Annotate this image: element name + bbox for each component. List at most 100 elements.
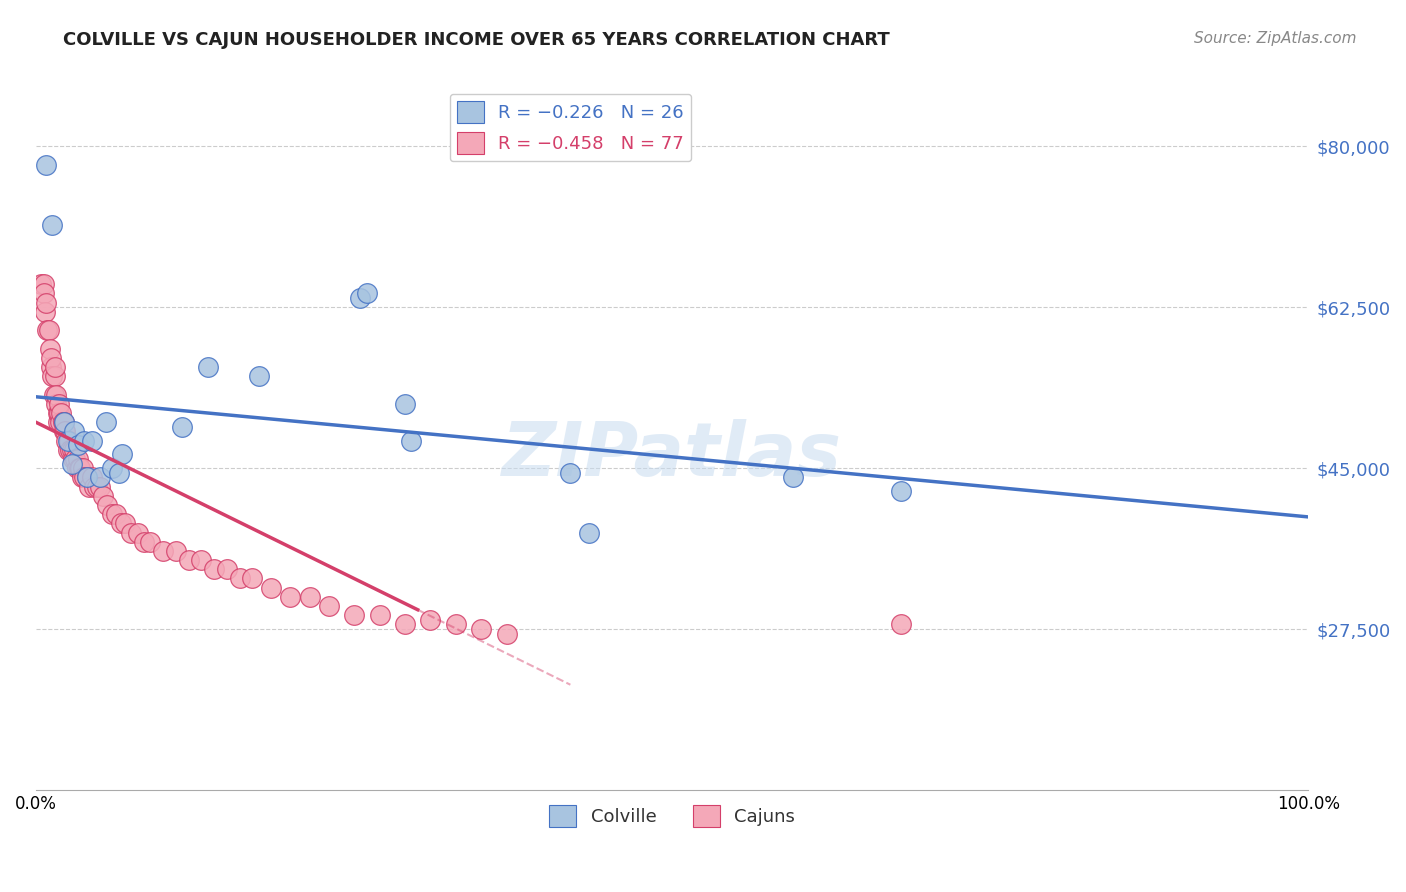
Point <box>470 622 492 636</box>
Point <box>228 572 250 586</box>
Point <box>890 617 912 632</box>
Point <box>190 553 212 567</box>
Point <box>247 369 270 384</box>
Point <box>46 406 69 420</box>
Point <box>132 534 155 549</box>
Point <box>66 452 89 467</box>
Point <box>45 397 67 411</box>
Point <box>110 516 132 531</box>
Point <box>107 466 129 480</box>
Point <box>101 461 124 475</box>
Point <box>56 442 79 457</box>
Point <box>356 286 378 301</box>
Text: Source: ZipAtlas.com: Source: ZipAtlas.com <box>1194 31 1357 46</box>
Point <box>419 613 441 627</box>
Point <box>39 342 62 356</box>
Point <box>34 305 56 319</box>
Point <box>66 461 89 475</box>
Point <box>42 387 65 401</box>
Point <box>69 461 91 475</box>
Point <box>46 415 69 429</box>
Point <box>48 406 70 420</box>
Point <box>38 323 60 337</box>
Point <box>89 470 111 484</box>
Point <box>782 470 804 484</box>
Point <box>80 470 103 484</box>
Point <box>260 581 283 595</box>
Point <box>318 599 340 613</box>
Point <box>93 489 115 503</box>
Point <box>65 452 87 467</box>
Point <box>76 470 98 484</box>
Point <box>172 419 194 434</box>
Point <box>80 434 103 448</box>
Point <box>44 359 66 374</box>
Point <box>202 562 225 576</box>
Point <box>56 434 79 448</box>
Point <box>394 397 416 411</box>
Point <box>73 470 96 484</box>
Point <box>58 434 80 448</box>
Point <box>401 434 423 448</box>
Point <box>139 534 162 549</box>
Text: COLVILLE VS CAJUN HOUSEHOLDER INCOME OVER 65 YEARS CORRELATION CHART: COLVILLE VS CAJUN HOUSEHOLDER INCOME OVE… <box>63 31 890 49</box>
Point <box>578 525 600 540</box>
Point <box>70 470 93 484</box>
Point <box>101 507 124 521</box>
Point <box>349 291 371 305</box>
Point <box>44 369 66 384</box>
Point <box>105 507 128 521</box>
Point <box>39 359 62 374</box>
Point <box>48 397 70 411</box>
Point <box>62 452 84 467</box>
Point <box>72 461 94 475</box>
Point <box>165 544 187 558</box>
Point <box>32 277 55 292</box>
Point <box>280 590 302 604</box>
Point <box>60 442 83 457</box>
Point <box>86 479 108 493</box>
Point <box>66 438 89 452</box>
Point <box>63 442 86 457</box>
Point <box>53 425 76 439</box>
Point <box>39 351 62 365</box>
Point <box>368 608 391 623</box>
Point <box>240 572 263 586</box>
Point <box>444 617 467 632</box>
Point <box>32 286 55 301</box>
Point <box>59 442 82 457</box>
Point <box>51 406 73 420</box>
Point <box>76 470 98 484</box>
Point <box>94 415 117 429</box>
Point <box>37 323 59 337</box>
Point <box>152 544 174 558</box>
Y-axis label: Householder Income Over 65 years: Householder Income Over 65 years <box>0 286 8 581</box>
Point <box>127 525 149 540</box>
Point <box>41 369 63 384</box>
Point <box>45 387 67 401</box>
Point <box>55 434 77 448</box>
Point <box>52 425 75 439</box>
Point <box>52 415 75 429</box>
Point <box>30 277 52 292</box>
Point <box>73 434 96 448</box>
Point <box>120 525 142 540</box>
Point <box>60 457 83 471</box>
Point <box>114 516 136 531</box>
Point <box>41 218 63 232</box>
Text: ZIPatlas: ZIPatlas <box>502 418 842 491</box>
Point <box>197 359 219 374</box>
Point <box>89 479 111 493</box>
Point <box>96 498 118 512</box>
Point <box>52 415 75 429</box>
Point <box>298 590 321 604</box>
Point <box>560 466 582 480</box>
Point <box>35 295 58 310</box>
Point <box>177 553 200 567</box>
Legend: Colville, Cajuns: Colville, Cajuns <box>543 797 803 834</box>
Point <box>63 425 86 439</box>
Point <box>890 484 912 499</box>
Point <box>215 562 238 576</box>
Point <box>49 415 72 429</box>
Point <box>67 461 90 475</box>
